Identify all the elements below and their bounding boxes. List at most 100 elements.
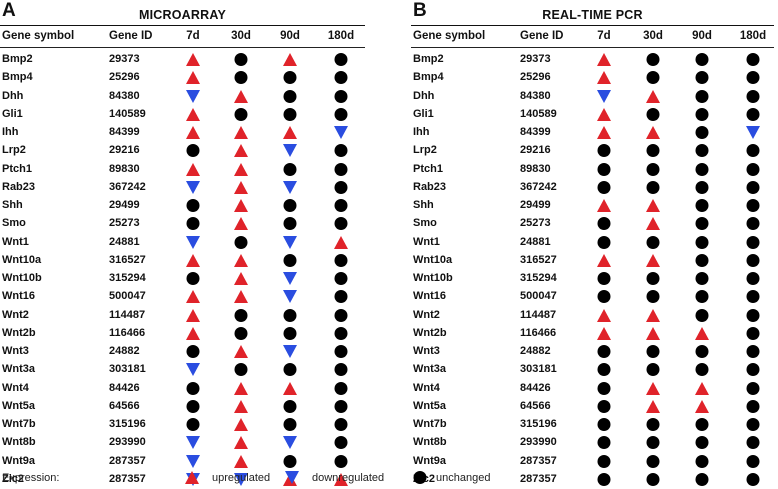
table-row: Wnt3a 303181 — [0, 361, 365, 379]
gene-id: 287357 — [520, 454, 557, 467]
table-row: Wnt3 24882 — [0, 343, 365, 361]
upregulated-triangle-icon — [596, 126, 612, 140]
top-rule — [0, 25, 365, 26]
gene-symbol: Lrp2 — [2, 144, 26, 157]
panel-title: MICROARRAY — [139, 8, 226, 22]
downregulated-triangle-icon — [185, 363, 201, 377]
upregulated-triangle-icon — [333, 472, 349, 487]
table-row: Lrp2 29216 — [0, 142, 365, 160]
gene-symbol: Wnt2 — [2, 308, 29, 321]
table-row: Wnt10b 315294 — [411, 270, 774, 288]
table-row: Gli1 140589 — [411, 106, 774, 124]
header-gene-symbol: Gene symbol — [413, 30, 486, 42]
gene-id: 29216 — [109, 144, 140, 157]
table-row: Shh 29499 — [0, 197, 365, 215]
unchanged-circle-icon — [645, 363, 661, 377]
table-row: Wnt3a 303181 — [411, 361, 774, 379]
upregulated-triangle-icon — [185, 107, 201, 122]
unchanged-circle-icon — [745, 71, 761, 85]
upregulated-triangle-icon — [233, 272, 249, 286]
unchanged-circle-icon — [282, 326, 298, 341]
unchanged-circle-icon — [745, 53, 761, 67]
gene-symbol: Gli1 — [413, 107, 434, 120]
unchanged-circle-icon — [596, 418, 612, 432]
unchanged-circle-icon — [333, 308, 349, 323]
gene-id: 29373 — [520, 53, 551, 65]
gene-id: 303181 — [109, 363, 146, 376]
table-row: Wnt2b 116466 — [0, 325, 365, 343]
unchanged-circle-icon — [185, 199, 201, 213]
gene-symbol: Wnt3a — [2, 363, 35, 376]
upregulated-triangle-icon — [233, 89, 249, 104]
table-row: Wnt5a 64566 — [0, 398, 365, 416]
gene-symbol: Ptch1 — [413, 162, 443, 175]
upregulated-triangle-icon — [233, 381, 249, 396]
gene-id: 84399 — [520, 126, 551, 138]
table-row: Bmp2 29373 — [411, 51, 774, 69]
gene-symbol: Bmp2 — [2, 53, 33, 65]
gene-id: 29373 — [109, 53, 140, 65]
table-row: Dhh 84380 — [0, 88, 365, 106]
table-row: Wnt10a 316527 — [0, 252, 365, 270]
unchanged-circle-icon — [745, 144, 761, 158]
unchanged-circle-icon — [596, 290, 612, 304]
gene-id: 24881 — [520, 235, 551, 248]
upregulated-triangle-icon — [233, 144, 249, 158]
unchanged-circle-icon — [645, 436, 661, 450]
gene-symbol: Wnt10a — [413, 253, 453, 266]
unchanged-circle-icon — [185, 217, 201, 231]
unchanged-circle-icon — [694, 71, 710, 85]
gene-symbol: Wnt9a — [2, 454, 35, 467]
gene-symbol: Wnt8b — [2, 436, 36, 449]
table-row: Ihh 84399 — [0, 124, 365, 142]
unchanged-circle-icon — [333, 71, 349, 85]
table-row: Wnt7b 315196 — [0, 416, 365, 434]
unchanged-circle-icon — [694, 235, 710, 250]
table-row: Shh 29499 — [411, 197, 774, 215]
unchanged-circle-icon — [333, 399, 349, 414]
table-row: Wnt2 114487 — [411, 307, 774, 325]
upregulated-triangle-icon — [333, 235, 349, 250]
downregulated-triangle-icon — [282, 290, 298, 304]
gene-id: 25273 — [109, 217, 140, 230]
unchanged-circle-icon — [333, 144, 349, 158]
upregulated-triangle-icon — [185, 126, 201, 140]
upregulated-triangle-icon — [596, 326, 612, 341]
gene-id: 64566 — [520, 399, 551, 412]
upregulated-triangle-icon — [233, 399, 249, 414]
unchanged-circle-icon — [333, 162, 349, 177]
unchanged-circle-icon — [694, 436, 710, 450]
unchanged-circle-icon — [745, 235, 761, 250]
unchanged-circle-icon — [694, 308, 710, 323]
unchanged-circle-icon — [596, 272, 612, 286]
header-gene-symbol: Gene symbol — [2, 30, 75, 42]
upregulated-triangle-icon — [185, 471, 199, 484]
gene-id: 316527 — [109, 253, 146, 266]
unchanged-circle-icon — [745, 418, 761, 432]
unchanged-circle-icon — [745, 199, 761, 213]
table-row: Wnt1 24881 — [411, 234, 774, 252]
gene-id: 24882 — [520, 345, 551, 357]
unchanged-circle-icon — [694, 418, 710, 432]
gene-symbol: Wnt7b — [2, 418, 36, 430]
unchanged-circle-icon — [694, 472, 710, 487]
downregulated-triangle-icon — [185, 180, 201, 195]
header-90d: 90d — [692, 30, 712, 42]
unchanged-circle-icon — [282, 71, 298, 85]
gene-id: 315294 — [520, 272, 557, 284]
upregulated-triangle-icon — [694, 326, 710, 341]
gene-id: 316527 — [520, 253, 557, 266]
panel-letter: B — [413, 0, 427, 21]
unchanged-circle-icon — [596, 472, 612, 487]
unchanged-circle-icon — [282, 253, 298, 268]
unchanged-circle-icon — [745, 472, 761, 487]
gene-id: 315294 — [109, 272, 146, 284]
header-rule — [411, 47, 774, 48]
unchanged-circle-icon — [333, 326, 349, 341]
gene-symbol: Wnt2b — [2, 326, 36, 339]
unchanged-circle-icon — [282, 454, 298, 469]
unchanged-circle-icon — [645, 144, 661, 158]
unchanged-circle-icon — [694, 107, 710, 122]
unchanged-circle-icon — [333, 418, 349, 432]
legend-downregulated: downregulated — [312, 472, 385, 484]
